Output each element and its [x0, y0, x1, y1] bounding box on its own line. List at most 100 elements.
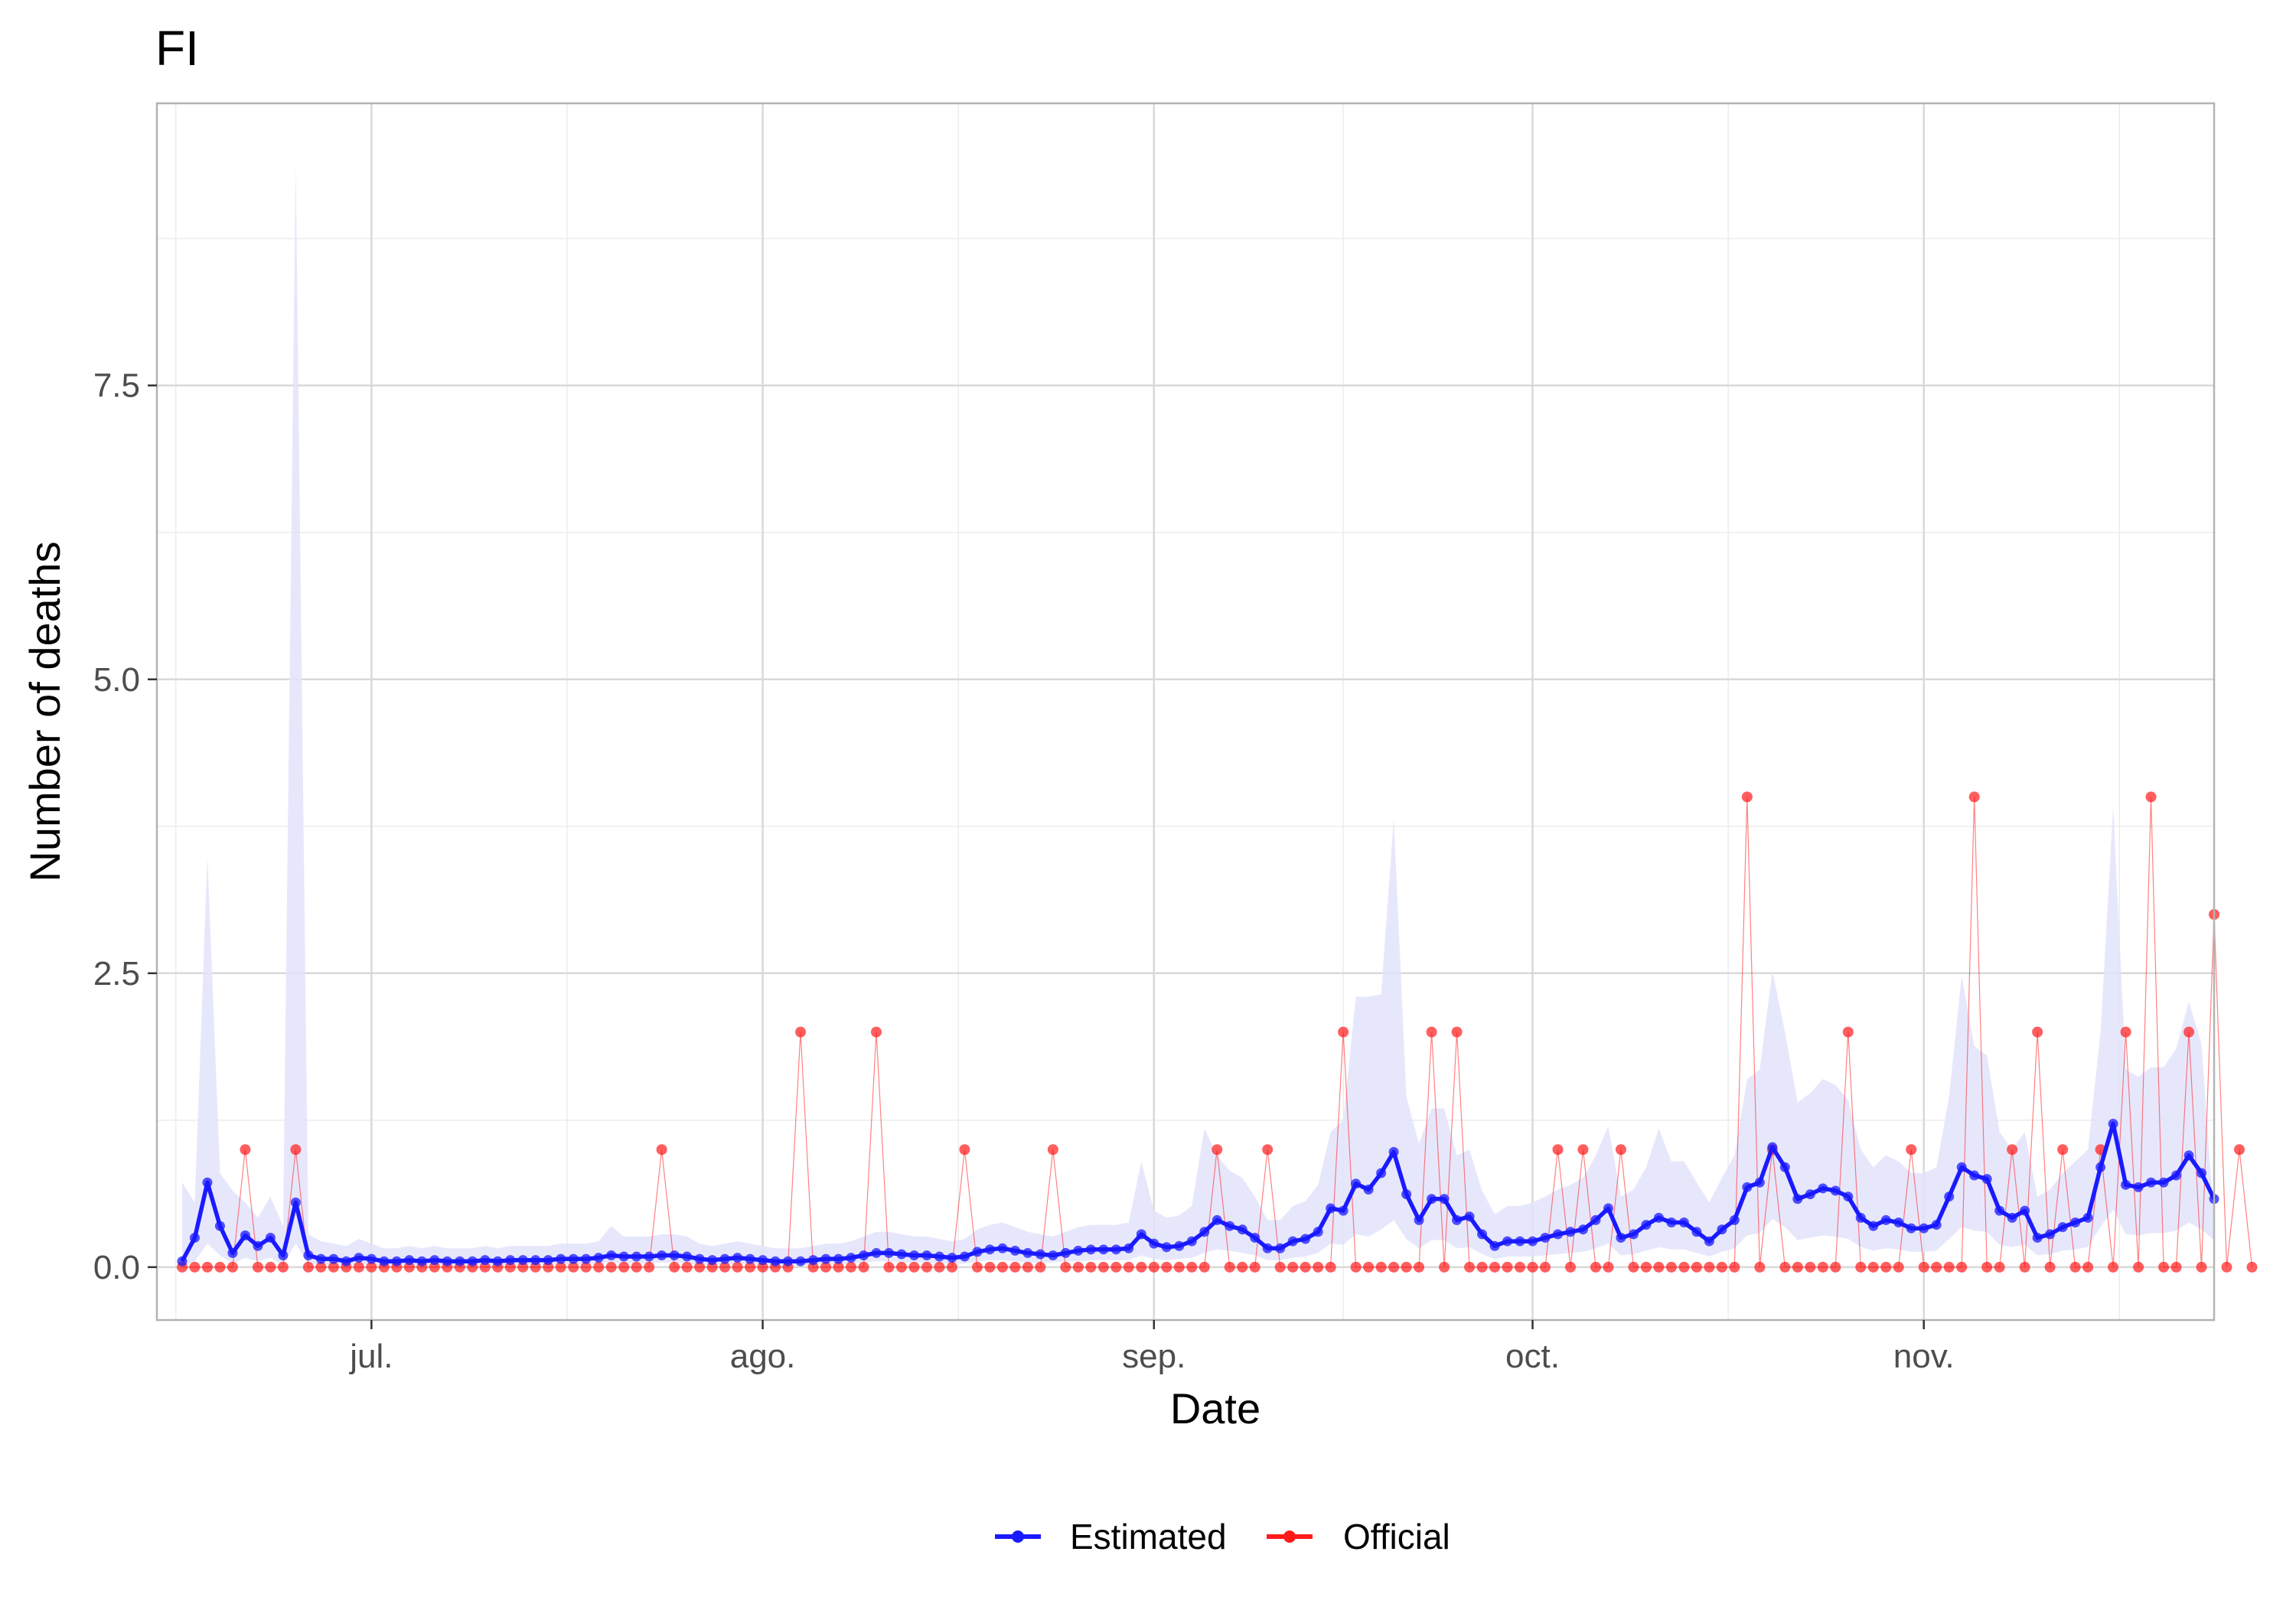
estimated-point	[341, 1256, 351, 1266]
official-point	[1313, 1261, 1324, 1273]
official-point	[1123, 1261, 1134, 1273]
estimated-point	[1704, 1236, 1714, 1247]
estimated-point	[2146, 1177, 2157, 1188]
estimated-point	[278, 1250, 289, 1261]
official-point	[971, 1261, 983, 1273]
official-point	[252, 1261, 263, 1273]
estimated-point	[1552, 1229, 1563, 1240]
estimated-point	[581, 1253, 592, 1264]
estimated-point	[1830, 1185, 1841, 1196]
estimated-point	[758, 1255, 768, 1266]
estimated-point	[1464, 1211, 1475, 1222]
official-point	[833, 1261, 844, 1273]
official-point	[1363, 1261, 1375, 1273]
estimated-point	[467, 1256, 478, 1266]
official-point	[353, 1261, 364, 1273]
estimated-point	[2082, 1212, 2093, 1223]
official-point	[2158, 1261, 2170, 1273]
official-point	[530, 1261, 541, 1273]
official-point	[2019, 1261, 2030, 1273]
estimated-point	[2045, 1229, 2056, 1240]
official-point	[580, 1261, 592, 1273]
official-point	[1552, 1144, 1564, 1156]
estimated-point	[404, 1255, 415, 1266]
estimated-point	[1338, 1205, 1349, 1216]
official-point	[1464, 1261, 1476, 1273]
official-point	[1426, 1026, 1437, 1038]
official-point	[908, 1261, 920, 1273]
estimated-point	[1843, 1191, 1854, 1202]
official-point	[2133, 1261, 2144, 1273]
official-point	[302, 1261, 314, 1273]
estimated-point	[1022, 1247, 1033, 1258]
estimated-point	[1376, 1168, 1387, 1178]
official-point	[2233, 1144, 2245, 1156]
official-point	[1615, 1144, 1626, 1156]
official-point	[1009, 1261, 1021, 1273]
official-point	[1338, 1026, 1349, 1038]
estimated-point	[2121, 1179, 2131, 1190]
estimated-point	[959, 1251, 970, 1262]
estimated-point	[315, 1253, 326, 1264]
official-point	[2221, 1261, 2232, 1273]
official-point	[1300, 1261, 1311, 1273]
estimated-point	[1098, 1244, 1109, 1255]
estimated-point	[1439, 1194, 1450, 1204]
x-tick-label: nov.	[1893, 1338, 1955, 1375]
estimated-point	[1300, 1234, 1311, 1244]
ribbon-layer	[182, 161, 2214, 1267]
y-axis-title: Number of deaths	[21, 541, 69, 882]
panel-border	[155, 102, 2216, 1322]
official-point	[543, 1261, 554, 1273]
estimated-point	[2171, 1170, 2182, 1181]
estimated-point	[265, 1232, 276, 1243]
official-point	[2170, 1261, 2182, 1273]
estimated-point	[682, 1251, 693, 1262]
official-point	[1022, 1261, 1033, 1273]
official-point	[214, 1261, 226, 1273]
official-point	[845, 1261, 856, 1273]
estimated-point	[1414, 1214, 1424, 1225]
estimated-point	[694, 1253, 705, 1264]
official-point	[555, 1261, 566, 1273]
legend: Estimated Official	[995, 1517, 1450, 1556]
estimated-point	[366, 1253, 377, 1264]
estimated-point	[379, 1256, 390, 1266]
official-point	[1060, 1261, 1071, 1273]
estimated-point	[1540, 1232, 1551, 1243]
estimated-point	[1691, 1227, 1702, 1237]
official-point	[1350, 1261, 1362, 1273]
x-tick-label: oct.	[1505, 1338, 1560, 1375]
estimated-point	[2007, 1212, 2017, 1223]
estimated-point	[189, 1232, 200, 1243]
estimated-point	[1149, 1238, 1159, 1249]
official-point	[1274, 1261, 1286, 1273]
official-point	[1489, 1261, 1501, 1273]
official-point	[681, 1261, 693, 1273]
official-point	[946, 1261, 957, 1273]
y-tick-label: 0.0	[93, 1249, 140, 1286]
official-point	[227, 1261, 238, 1273]
official-point	[1716, 1261, 1727, 1273]
official-point	[1212, 1144, 1223, 1156]
estimated-point	[543, 1255, 553, 1266]
official-point	[807, 1261, 819, 1273]
estimated-point	[1124, 1243, 1134, 1253]
official-point	[1918, 1261, 1929, 1273]
official-point	[1097, 1261, 1109, 1273]
x-axis-title: Date	[1170, 1384, 1261, 1433]
y-tick-label: 5.0	[93, 661, 140, 699]
estimated-point	[896, 1249, 907, 1260]
y-tick-label: 2.5	[93, 955, 140, 993]
official-point	[921, 1261, 932, 1273]
official-point	[2196, 1261, 2207, 1273]
estimated-point	[593, 1253, 604, 1263]
estimated-point	[1313, 1227, 1323, 1237]
estimated-point	[606, 1250, 617, 1261]
estimated-point	[1110, 1244, 1121, 1255]
official-point	[1943, 1261, 1955, 1273]
official-point	[2082, 1261, 2094, 1273]
official-point	[328, 1261, 339, 1273]
